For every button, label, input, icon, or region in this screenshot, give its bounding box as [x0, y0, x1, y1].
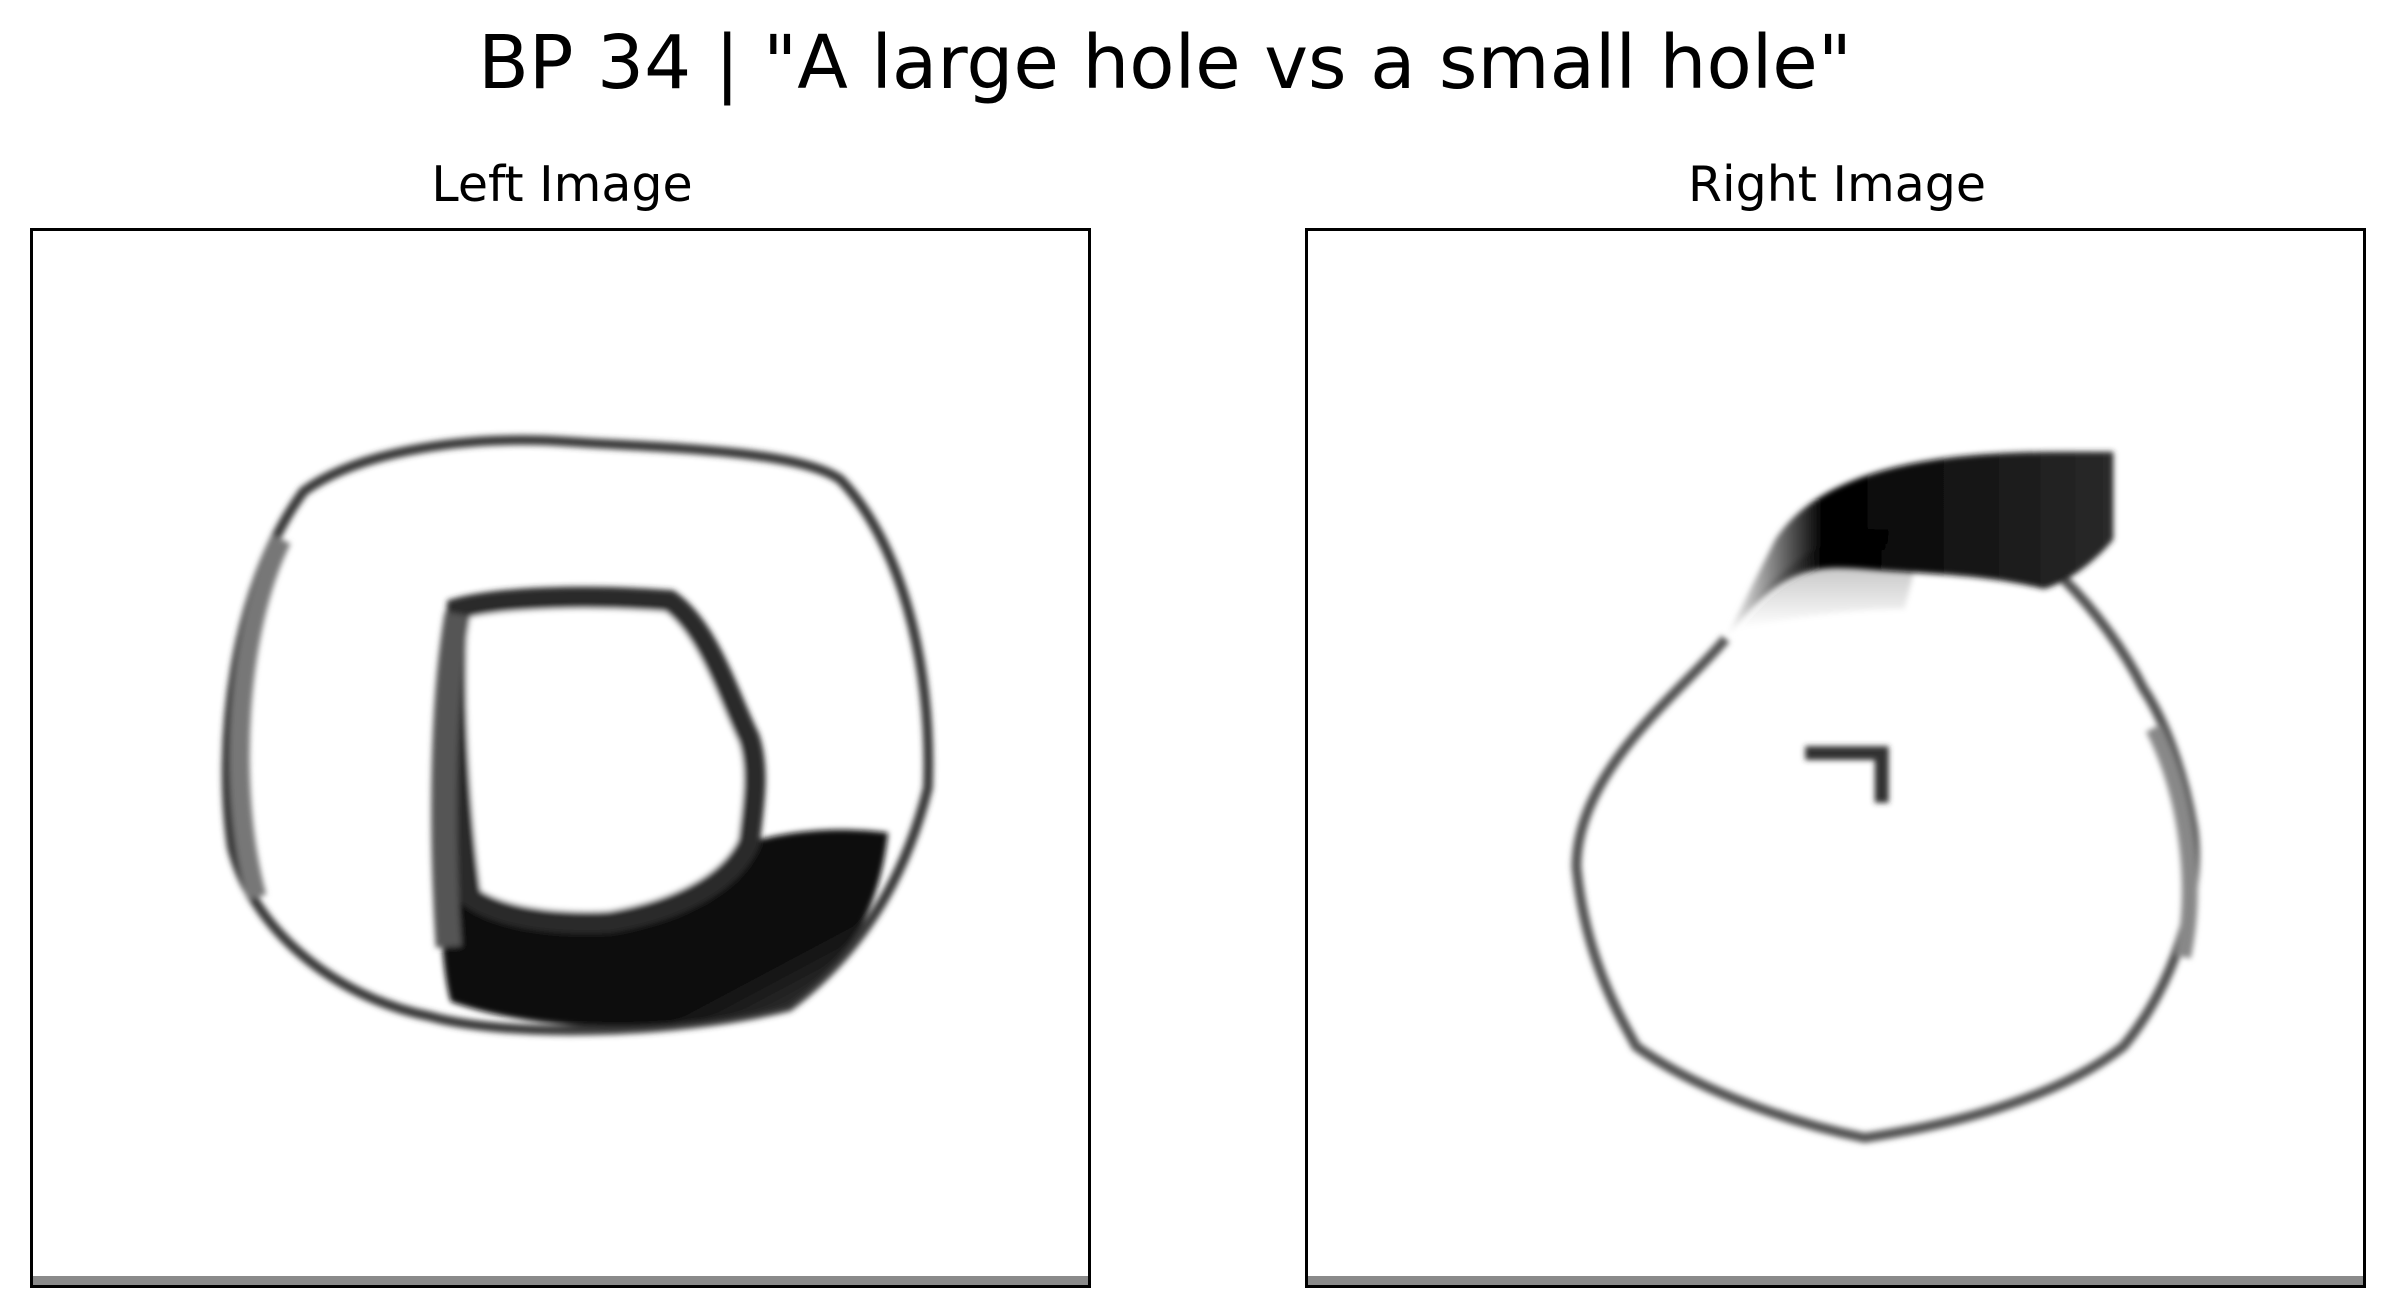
left-panel-bottom-edge	[33, 1276, 1088, 1285]
right-image-drawing	[1571, 451, 2200, 1143]
small-hole-shape	[1571, 451, 2200, 1143]
outer-ring	[221, 435, 934, 1036]
outer-circle	[1571, 575, 2200, 1143]
outer-circle-right-edge	[2146, 724, 2198, 959]
figure-title: BP 34 | "A large hole vs a small hole"	[478, 20, 1852, 106]
inner-hole	[444, 586, 766, 934]
inner-hole-left-edge	[431, 611, 471, 948]
right-panel-bottom-edge	[1308, 1276, 2363, 1285]
left-panel-title: Left Image	[431, 156, 693, 213]
dark-top-cap-fade	[1735, 529, 1925, 629]
large-hole-shape	[221, 435, 934, 1036]
left-image-panel	[30, 228, 1091, 1288]
left-image-drawing	[221, 435, 934, 1036]
right-panel-title: Right Image	[1687, 156, 1987, 213]
small-hole-mark	[1805, 746, 1889, 803]
outer-ring-left-edge	[229, 534, 291, 900]
dark-fill-region	[439, 787, 889, 1027]
right-image-panel	[1305, 228, 2366, 1288]
